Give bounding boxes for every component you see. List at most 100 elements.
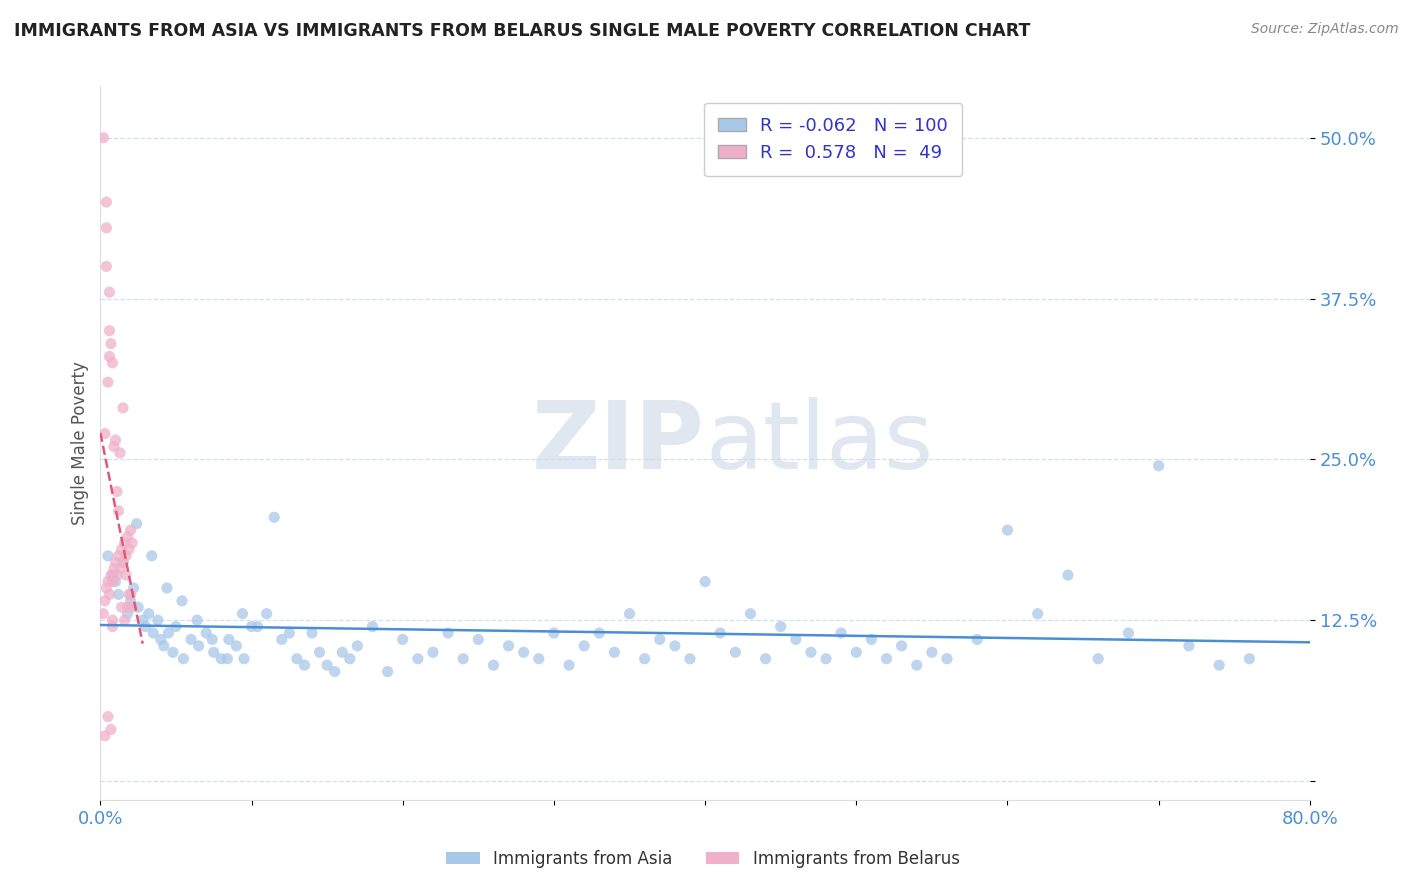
Point [165,619,187,633]
Point [406,651,429,665]
Point [104,574,127,589]
Point [512,645,534,659]
Point [127,600,149,615]
Point [830,626,852,640]
Point [966,632,988,647]
Point [135,619,157,633]
Point [105,484,128,499]
Point [377,665,399,679]
Point [112,555,135,569]
Point [263,510,285,524]
Point [108,562,131,576]
Point [120,594,142,608]
Point [240,619,263,633]
Point [890,639,912,653]
Point [195,626,218,640]
Point [603,645,626,659]
Point [98,587,121,601]
Text: Source: ZipAtlas.com: Source: ZipAtlas.com [1251,22,1399,37]
Point [170,594,193,608]
Point [209,651,232,665]
Point [105,568,128,582]
Point [94,594,117,608]
Point [180,632,202,647]
Point [633,651,655,665]
Point [100,568,122,582]
Point [98,324,121,338]
Point [104,433,127,447]
Point [115,568,138,582]
Point [316,658,339,673]
Point [1239,651,1261,665]
Point [437,626,460,640]
Point [173,651,195,665]
Point [921,645,943,659]
Point [97,375,120,389]
Point [648,632,671,647]
Point [120,587,142,601]
Point [93,607,115,621]
Point [114,536,136,550]
Point [162,645,184,659]
Point [724,645,747,659]
Y-axis label: Single Male Poverty: Single Male Poverty [72,361,89,525]
Point [153,639,176,653]
Point [101,356,124,370]
Point [527,651,550,665]
Point [117,607,139,621]
Point [103,440,125,454]
Point [218,632,240,647]
Point [94,729,117,743]
Point [125,516,148,531]
Point [201,632,224,647]
Point [117,530,139,544]
Point [905,658,928,673]
Point [96,220,118,235]
Point [202,645,225,659]
Point [558,658,581,673]
Point [187,639,209,653]
Point [96,581,118,595]
Point [1208,658,1230,673]
Point [96,260,118,274]
Point [146,613,169,627]
Legend: R = -0.062   N = 100, R =  0.578   N =  49: R = -0.062 N = 100, R = 0.578 N = 49 [704,103,962,177]
Point [301,626,323,640]
Point [498,639,520,653]
Point [112,401,135,415]
Point [97,709,120,723]
Point [157,626,180,640]
Point [323,665,346,679]
Point [108,446,131,460]
Point [101,568,124,582]
Point [285,651,308,665]
Point [98,285,121,300]
Point [100,336,122,351]
Point [142,626,165,640]
Point [121,536,143,550]
Point [141,549,163,563]
Point [97,549,120,563]
Point [543,626,565,640]
Point [391,632,413,647]
Point [572,639,595,653]
Point [120,523,142,537]
Point [93,130,115,145]
Legend: Immigrants from Asia, Immigrants from Belarus: Immigrants from Asia, Immigrants from Be… [440,844,966,875]
Point [800,645,823,659]
Point [785,632,807,647]
Point [451,651,474,665]
Point [1178,639,1201,653]
Point [101,613,124,627]
Point [860,632,883,647]
Point [294,658,316,673]
Point [876,651,898,665]
Point [755,651,778,665]
Point [107,587,129,601]
Text: ZIP: ZIP [533,397,704,490]
Point [845,645,868,659]
Point [997,523,1019,537]
Point [233,651,256,665]
Point [936,651,959,665]
Point [308,645,330,659]
